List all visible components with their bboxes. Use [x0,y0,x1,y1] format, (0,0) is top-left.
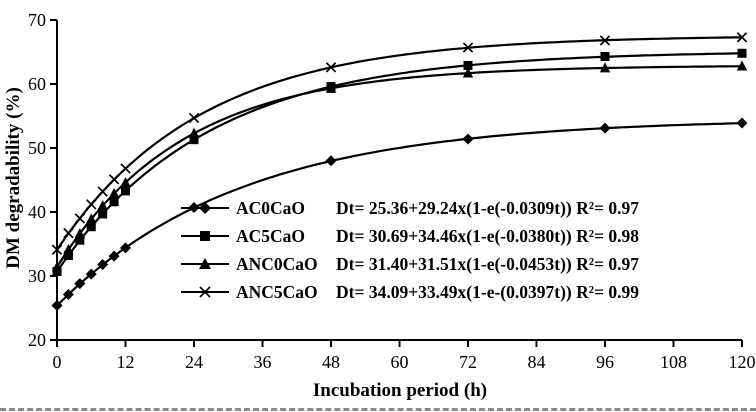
svg-text:30: 30 [28,266,46,286]
legend-triangle-marker-icon [181,258,229,269]
legend-x-marker-icon [181,286,229,298]
legend-item: AC5CaO Dt= 30.69+34.46x(1-e(-0.0380t)) R… [180,222,639,250]
legend-series-label: AC5CaO [236,225,306,246]
svg-text:60: 60 [391,352,409,372]
legend-series-label: ANC5CaO [236,281,318,302]
svg-text:70: 70 [28,10,46,30]
svg-text:84: 84 [528,352,546,372]
legend-square-marker-icon [181,231,229,241]
legend-item: ANC5CaO Dt= 34.09+33.49x(1-e-(0.0397t)) … [180,278,639,306]
svg-text:50: 50 [28,138,46,158]
legend-series-equation: Dt= 25.36+29.24x(1-e(-0.0309t)) R²= 0.97 [336,197,639,218]
caption-separator [0,408,756,411]
y-axis-title: DM degradability (%) [3,87,24,269]
svg-text:40: 40 [28,202,46,222]
legend-series-label: ANC0CaO [236,253,318,274]
legend-item: AC0CaO Dt= 25.36+29.24x(1-e(-0.0309t)) R… [180,194,639,222]
svg-text:0: 0 [53,352,62,372]
legend: AC0CaO Dt= 25.36+29.24x(1-e(-0.0309t)) R… [180,194,639,306]
svg-text:72: 72 [459,352,477,372]
svg-text:96: 96 [596,352,614,372]
legend-item: ANC0CaO Dt= 31.40+31.51x(1-e(-0.0453t)) … [180,250,639,278]
legend-diamond-marker-icon [181,202,229,214]
svg-text:108: 108 [660,352,687,372]
svg-text:48: 48 [322,352,340,372]
svg-text:120: 120 [729,352,756,372]
svg-text:20: 20 [28,330,46,350]
legend-series-label: AC0CaO [236,197,306,218]
svg-text:24: 24 [185,352,203,372]
svg-text:36: 36 [254,352,272,372]
legend-series-equation: Dt= 30.69+34.46x(1-e(-0.0380t)) R²= 0.98 [336,225,639,246]
svg-text:60: 60 [28,74,46,94]
x-axis-title: Incubation period (h) [312,380,488,401]
svg-text:12: 12 [117,352,135,372]
legend-series-equation: Dt= 34.09+33.49x(1-e-(0.0397t)) R²= 0.99 [336,281,639,302]
legend-series-equation: Dt= 31.40+31.51x(1-e(-0.0453t)) R²= 0.97 [336,253,639,274]
